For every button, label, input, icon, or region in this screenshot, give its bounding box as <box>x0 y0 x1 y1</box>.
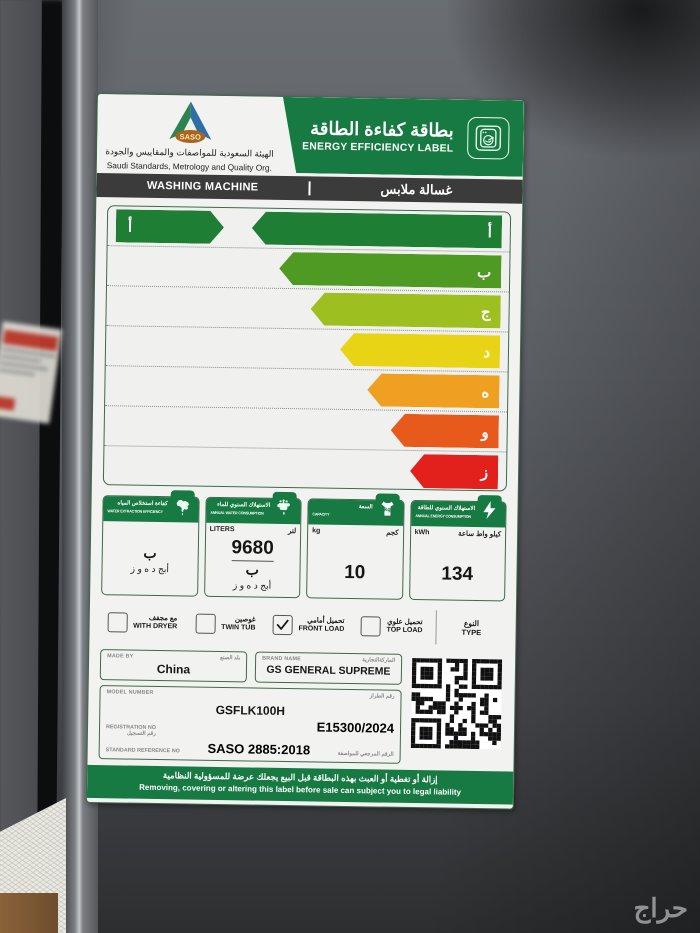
svg-text:SASO: SASO <box>179 132 201 141</box>
svg-text:kg: kg <box>384 507 391 513</box>
svg-text:حراج: حراج <box>634 893 688 924</box>
